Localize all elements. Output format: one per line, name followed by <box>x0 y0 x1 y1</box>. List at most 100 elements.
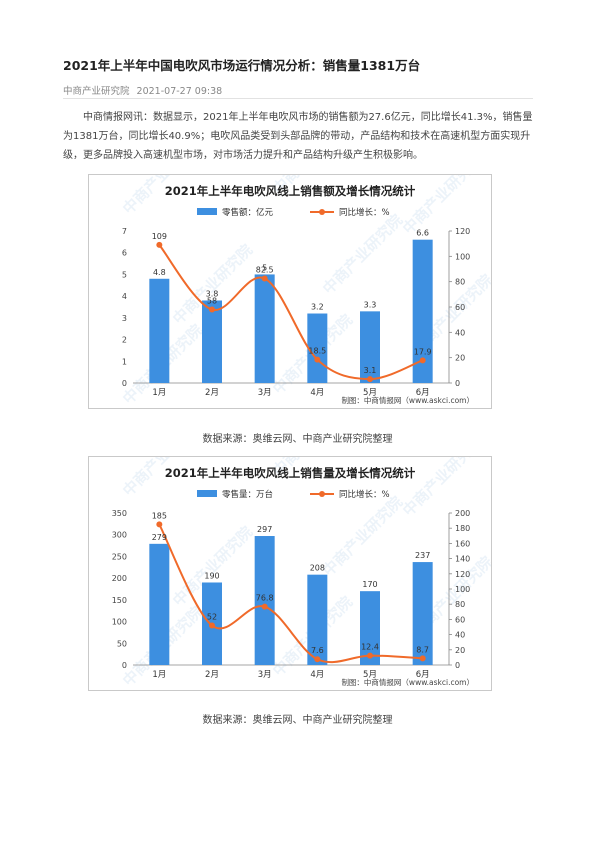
c1-growth-point <box>314 356 321 363</box>
c1-growth-point <box>367 376 373 383</box>
c2-y-left-tick: 50 <box>117 639 127 648</box>
c2-y-right-tick: 160 <box>455 539 470 548</box>
c2-bar <box>412 562 433 665</box>
c1-legend-line-marker <box>319 209 325 215</box>
c2-line-label: 7.6 <box>311 646 324 655</box>
c2-line-label: 8.7 <box>416 645 429 654</box>
c1-x-tick: 2月 <box>205 388 219 398</box>
c1-growth-line <box>158 244 424 381</box>
c2-y-right-tick: 180 <box>455 524 470 533</box>
article-meta: 中商产业研究院 2021-07-27 09:38 <box>63 83 222 97</box>
c2-growth-point <box>419 655 426 662</box>
c2-bar-label: 237 <box>415 551 430 560</box>
c1-x-tick: 1月 <box>152 388 166 398</box>
article-title: 2021年上半年中国电吹风市场运行情况分析：销售量1381万台 <box>63 58 421 73</box>
c2-growth-line <box>158 523 423 664</box>
c1-line-label: 3.1 <box>364 366 377 375</box>
article-paragraph: 中商情报网讯：数据显示，2021年上半年电吹风市场的销售额为27.6亿元，同比增… <box>63 112 533 161</box>
c2-bar <box>360 591 380 665</box>
c2-growth-point <box>261 603 268 610</box>
c2-y-right-tick: 20 <box>455 646 465 655</box>
c2-line-label: 52 <box>207 612 217 621</box>
c1-bar-label: 3.3 <box>364 300 377 309</box>
c1-bar-label: 4.8 <box>153 268 166 277</box>
c2-bar <box>149 543 170 665</box>
c2-legend: 零售量：万台 同比增长：% <box>197 489 390 500</box>
c1-growth-point <box>209 306 215 313</box>
c2-y-left-tick: 0 <box>122 661 127 670</box>
c2-growth-point <box>314 656 321 663</box>
sales-volume-chart-svg: 中商产业研究院中商产业研究院中商产业研究院中商产业研究院中商产业研究院中商产业研… <box>112 457 491 690</box>
c1-y-left-tick: 5 <box>122 270 127 279</box>
c2-watermark: 中商产业研究院中商产业研究院中商产业研究院中商产业研究院中商产业研究院中商产业研… <box>119 457 491 690</box>
c2-x-tick: 5月 <box>363 670 377 680</box>
c2-y-left-tick: 150 <box>112 596 127 605</box>
c1-bar <box>254 274 275 383</box>
c2-growth-point <box>209 622 215 629</box>
c1-bar <box>149 278 170 383</box>
c1-watermark: 中商产业研究院中商产业研究院中商产业研究院中商产业研究院中商产业研究院中商产业研… <box>119 175 491 408</box>
c2-y-right-tick: 200 <box>455 509 470 518</box>
c1-bar <box>307 313 328 383</box>
article-source[interactable]: 中商产业研究院 <box>63 86 130 97</box>
chart1-source-note: 数据来源：奥维云网、中商产业研究院整理 <box>202 434 393 445</box>
c1-y-left-tick: 0 <box>122 379 127 388</box>
c1-y-right-tick: 20 <box>455 354 465 363</box>
c2-growth-point <box>367 652 373 659</box>
c1-title: 2021年上半年电吹风线上销售额及增长情况统计 <box>165 184 416 198</box>
c2-y-right-tick: 80 <box>455 600 465 609</box>
c2-growth-point <box>156 521 163 528</box>
c1-y-right-tick: 80 <box>455 278 465 287</box>
c1-y-right-tick: 60 <box>455 303 465 312</box>
c1-line-label: 109 <box>152 232 167 241</box>
c1-y-left-tick: 1 <box>122 357 127 366</box>
c1-x-tick: 3月 <box>258 388 272 398</box>
c1-line-label: 82.5 <box>256 266 274 275</box>
c1-legend-bar-label: 零售额：亿元 <box>222 207 274 218</box>
sales-volume-chart: 中商产业研究院中商产业研究院中商产业研究院中商产业研究院中商产业研究院中商产业研… <box>88 456 492 691</box>
c1-y-left-tick: 6 <box>122 249 127 258</box>
c2-x-tick: 3月 <box>258 670 272 680</box>
c1-bar <box>360 311 380 383</box>
c2-bar-label: 279 <box>152 533 167 542</box>
c2-bar-label: 208 <box>310 564 325 573</box>
c1-x-tick: 4月 <box>310 388 324 398</box>
c1-growth-point <box>419 357 426 364</box>
c1-legend-line-label: 同比增长：% <box>339 207 390 218</box>
c2-y-left-tick: 250 <box>112 552 127 561</box>
c1-bar-label: 3.2 <box>311 303 324 312</box>
c2-line-label: 12.4 <box>361 643 379 652</box>
c1-legend-bar-swatch <box>197 208 217 215</box>
c1-bar-label: 6.6 <box>416 229 429 238</box>
c2-bar-label: 190 <box>204 571 219 580</box>
c1-x-tick: 6月 <box>416 388 430 398</box>
c2-y-left-tick: 100 <box>112 618 127 627</box>
c1-line-label: 58 <box>207 297 217 306</box>
c2-line-label: 76.8 <box>256 594 274 603</box>
c2-bar <box>254 536 275 665</box>
c2-y-right-tick: 0 <box>455 661 460 670</box>
c2-x-tick: 6月 <box>416 670 430 680</box>
c2-line-label: 185 <box>152 511 167 520</box>
sales-amount-chart: 中商产业研究院中商产业研究院中商产业研究院中商产业研究院中商产业研究院中商产业研… <box>88 174 492 409</box>
c1-watermark-text: 中商产业研究院 <box>319 211 406 298</box>
c1-y-left-tick: 7 <box>122 227 127 236</box>
c2-watermark-text: 中商产业研究院 <box>319 493 406 580</box>
c1-line-label: 18.5 <box>308 347 326 356</box>
article-date: 2021-07-27 09:38 <box>136 86 223 97</box>
c1-y-left-tick: 4 <box>122 292 127 301</box>
c2-bar-label: 170 <box>362 580 377 589</box>
c2-y-left-tick: 350 <box>112 509 127 518</box>
divider <box>63 98 533 99</box>
c1-y-right-tick: 40 <box>455 328 465 337</box>
c1-growth-point <box>261 275 268 282</box>
c1-y-right-tick: 100 <box>455 252 470 261</box>
c2-y-right-tick: 60 <box>455 615 465 624</box>
c1-bar-label: 3.8 <box>206 289 219 298</box>
c1-y-right-tick: 0 <box>455 379 460 388</box>
c2-x-tick: 4月 <box>310 670 324 680</box>
c2-title: 2021年上半年电吹风线上销售量及增长情况统计 <box>165 466 416 480</box>
c2-legend-bar-swatch <box>197 490 217 497</box>
c1-line-label: 17.9 <box>414 347 432 356</box>
c2-credit: 制图：中商情报网（www.askci.com） <box>341 677 474 687</box>
